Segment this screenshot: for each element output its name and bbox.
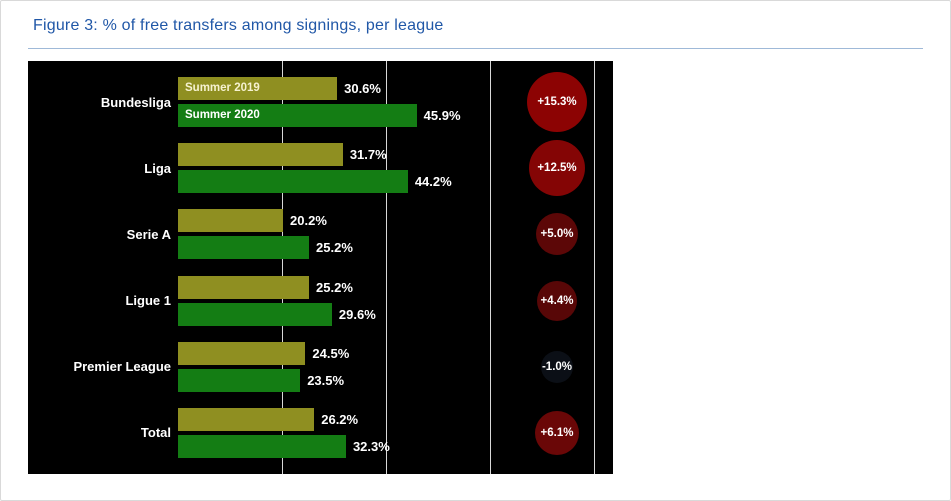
- category-label: Serie A: [126, 226, 171, 242]
- bar-summer-2020: [178, 236, 310, 260]
- chart-row: Premier League 24.5% 23.5% -1.0%: [28, 334, 613, 400]
- value-label: 30.6%: [344, 81, 381, 97]
- bars-area: 25.2% 29.6%: [178, 268, 501, 334]
- legend-label: Summer 2020: [185, 109, 260, 122]
- value-label: 25.2%: [316, 240, 353, 256]
- chart-row: Serie A 20.2% 25.2% +5.0%: [28, 201, 613, 267]
- gridline: [490, 61, 491, 474]
- figure-title: Figure 3: % of free transfers among sign…: [33, 17, 444, 34]
- value-label: 26.2%: [321, 411, 359, 427]
- value-label: 24.5%: [312, 345, 350, 361]
- bars-area: 20.2% 25.2%: [178, 201, 501, 267]
- value-label: 45.9%: [423, 108, 461, 124]
- bar-summer-2020: Summer 2020: [178, 104, 417, 128]
- title-divider: [28, 48, 923, 49]
- bar-summer-2019: [178, 209, 284, 233]
- value-label: 32.3%: [352, 438, 390, 454]
- bars-area: 26.2% 32.3%: [178, 400, 501, 466]
- bars-area: 31.7% 44.2%: [178, 135, 501, 201]
- free-transfers-chart: Bundesliga Summer 2019 30.6% Summer 2020 45.…: [28, 61, 613, 474]
- diff-circle: +4.4%: [537, 280, 577, 321]
- chart-row: Bundesliga Summer 2019 30.6% Summer 2020 45.…: [28, 69, 613, 135]
- bar-summer-2020: [178, 302, 332, 326]
- diff-cell: +15.3%: [501, 69, 613, 135]
- bar-summer-2019: [178, 143, 343, 167]
- diff-cell: +12.5%: [501, 135, 613, 201]
- bar-summer-2020: [178, 434, 346, 458]
- bar-summer-2019: [178, 275, 310, 299]
- category-label: Ligue 1: [125, 293, 171, 309]
- bar-summer-2019: Summer 2019: [178, 77, 338, 101]
- bars-area: Summer 2019 30.6% Summer 2020 45.9%: [178, 69, 501, 135]
- value-label: 25.2%: [316, 279, 353, 295]
- chart-rows: Bundesliga Summer 2019 30.6% Summer 2020 45.…: [28, 61, 613, 474]
- value-label: 29.6%: [338, 306, 376, 322]
- bar-summer-2020: [178, 170, 408, 194]
- diff-cell: +5.0%: [501, 201, 613, 267]
- diff-circle: +6.1%: [535, 410, 579, 455]
- bar-summer-2019: [178, 341, 306, 365]
- diff-circle: +15.3%: [527, 72, 587, 133]
- category-label: Bundesliga: [100, 94, 171, 110]
- bars-area: 24.5% 23.5%: [178, 334, 501, 400]
- diff-circle: +5.0%: [536, 213, 578, 256]
- category-label: Liga: [144, 160, 171, 176]
- bar-summer-2020: [178, 368, 301, 392]
- chart-row: Total 26.2% 32.3% +6.1%: [28, 400, 613, 466]
- diff-cell: +4.4%: [501, 268, 613, 334]
- value-label: 44.2%: [414, 174, 452, 190]
- diff-cell: -1.0%: [501, 334, 613, 400]
- gridlines: [28, 61, 613, 474]
- bar-summer-2019: [178, 407, 315, 431]
- chart-row: Liga 31.7% 44.2% +12.5%: [28, 135, 613, 201]
- category-label: Total: [140, 425, 171, 441]
- diff-circle: -1.0%: [541, 350, 573, 383]
- gridline: [386, 61, 387, 474]
- chart-row: Ligue 1 25.2% 29.6% +4.4%: [28, 268, 613, 334]
- diff-cell: +6.1%: [501, 400, 613, 466]
- gridline: [594, 61, 595, 474]
- value-label: 23.5%: [307, 372, 345, 388]
- gridline: [282, 61, 283, 474]
- legend-label: Summer 2019: [185, 82, 260, 95]
- diff-circle: +12.5%: [529, 140, 585, 197]
- value-label: 31.7%: [349, 147, 387, 163]
- category-label: Premier League: [73, 359, 171, 375]
- value-label: 20.2%: [290, 213, 327, 229]
